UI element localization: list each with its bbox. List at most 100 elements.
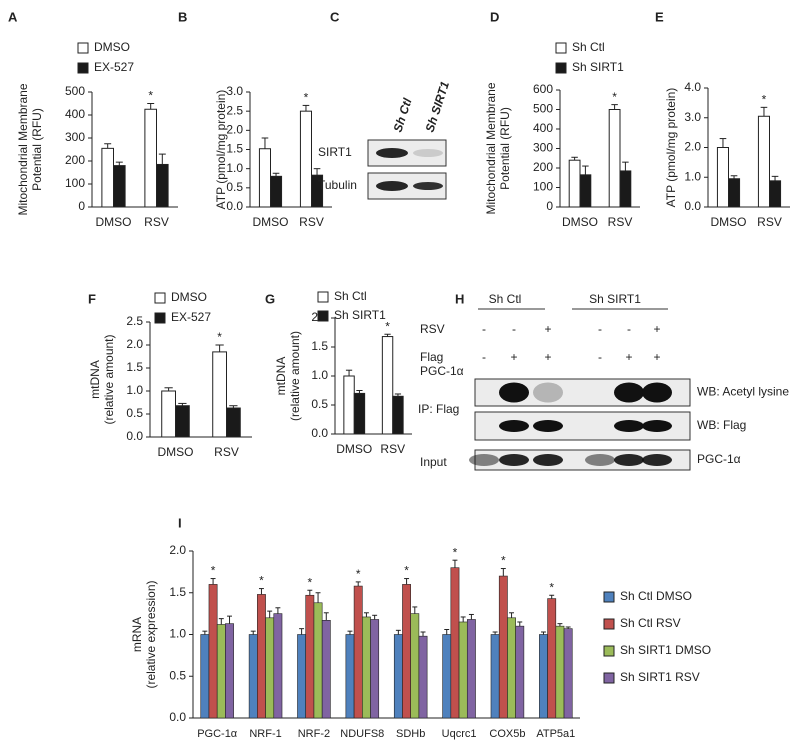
bar (161, 390, 176, 438)
significance-marker: * (453, 545, 458, 559)
treatment-sign: - (482, 350, 486, 364)
error-bar (215, 344, 224, 352)
error-bar (549, 594, 555, 599)
blot-band (642, 420, 672, 432)
x-tick-label: DMSO (562, 215, 598, 229)
error-bar (582, 165, 589, 175)
bar (450, 567, 460, 719)
treatment-sign: - (598, 322, 602, 336)
error-bar (345, 369, 353, 376)
blot-row-label: SIRT1 (318, 145, 352, 159)
legend-label: Sh SIRT1 RSV (620, 670, 700, 684)
error-bar (147, 103, 155, 110)
treatment-sign: - (512, 322, 516, 336)
error-bar (760, 106, 768, 117)
y-tick-label: 400 (65, 107, 85, 121)
y-axis-label: Mitochondrial Membrane (484, 82, 498, 214)
significance-marker: * (259, 574, 264, 588)
x-tick-label: NRF-1 (249, 728, 281, 740)
error-bar (272, 172, 280, 177)
x-tick-label: PGC-1α (197, 728, 238, 740)
ip-label: IP: Flag (418, 402, 459, 416)
bar (216, 624, 226, 719)
legend-label: Sh Ctl DMSO (620, 589, 692, 603)
y-tick-label: 2.0 (169, 543, 186, 557)
error-bar (250, 630, 256, 635)
y-tick-label: 200 (533, 160, 553, 174)
significance-marker: * (356, 567, 361, 581)
error-bar (444, 628, 450, 635)
error-bar (395, 629, 401, 635)
error-bar (611, 104, 618, 110)
y-tick-label: 3.0 (684, 110, 701, 124)
error-bar (218, 618, 224, 625)
y-tick-label: 100 (65, 176, 85, 190)
error-bar (178, 402, 187, 406)
bar (299, 110, 312, 208)
bar (297, 634, 307, 719)
y-tick-label: 2.0 (684, 140, 701, 154)
bar (442, 634, 452, 719)
bar (144, 108, 157, 208)
bar (490, 634, 500, 719)
bar (156, 163, 169, 208)
bar (265, 617, 275, 719)
bar (579, 174, 592, 208)
y-axis-label: Potential (RFU) (30, 108, 44, 191)
error-bar (541, 631, 546, 635)
panel-letter: D (490, 9, 499, 24)
error-bar (363, 612, 369, 617)
bar (608, 109, 621, 208)
x-tick-label: NDUFS8 (340, 728, 384, 740)
legend-label: EX-527 (171, 310, 211, 324)
bar (225, 623, 234, 719)
bar (402, 584, 411, 719)
error-bar (557, 623, 563, 627)
blot-band (614, 382, 644, 403)
treatment-sign: - (627, 322, 631, 336)
y-tick-label: 0.5 (169, 668, 186, 682)
bar (345, 634, 355, 719)
significance-marker: * (404, 564, 409, 578)
bar (716, 147, 729, 208)
y-tick-label: 0.0 (684, 199, 701, 213)
blot-row-label: WB: Flag (697, 418, 746, 432)
bar (248, 634, 258, 719)
bar (498, 575, 508, 719)
legend-swatch (317, 310, 329, 322)
error-bar (299, 628, 305, 635)
y-tick-label: 1.0 (226, 161, 243, 175)
bar (555, 625, 565, 719)
y-tick-label: 1.0 (684, 169, 701, 183)
bar (539, 634, 548, 719)
bar (515, 625, 525, 719)
y-tick-label: 2.5 (126, 314, 143, 328)
blot-column-label: Sh Ctl (391, 96, 415, 134)
y-axis-label: ATP (pmol/mg protein) (664, 88, 678, 208)
treatment-label: PGC-1α (420, 364, 464, 378)
treatment-sign: + (544, 350, 551, 364)
bar (392, 395, 404, 435)
blot-band (469, 454, 499, 466)
legend-label: Sh Ctl RSV (620, 616, 681, 630)
error-bar (307, 589, 313, 596)
bar (381, 336, 394, 435)
legend-swatch (154, 292, 166, 304)
significance-marker: * (501, 554, 506, 568)
error-bar (267, 610, 273, 618)
legend-swatch (603, 672, 615, 684)
y-tick-label: 0.0 (311, 426, 328, 440)
y-tick-label: 600 (533, 82, 553, 96)
error-bar (622, 161, 629, 171)
x-tick-label: DMSO (158, 445, 194, 459)
error-bar (468, 613, 474, 620)
bar (410, 613, 420, 719)
legend-swatch (555, 42, 567, 54)
error-bar (509, 612, 515, 618)
error-bar (229, 405, 238, 409)
blot-band (376, 148, 408, 158)
blot-band (413, 182, 443, 190)
y-tick-label: 0 (546, 199, 553, 213)
y-axis-label: mtDNA (274, 357, 288, 396)
blot-band (499, 382, 529, 403)
